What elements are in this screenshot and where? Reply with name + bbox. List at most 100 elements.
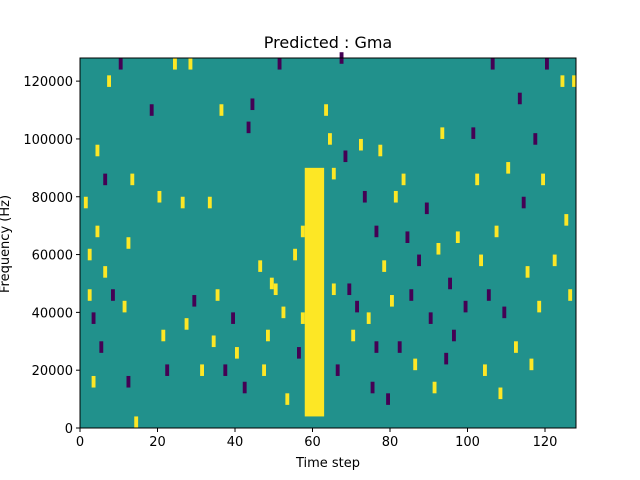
heatmap-cell <box>188 58 193 70</box>
heatmap-cell <box>390 295 394 307</box>
heatmap-cell <box>165 364 170 376</box>
heatmap-cell <box>452 329 456 342</box>
heatmap-cell <box>359 138 363 151</box>
heatmap-cell <box>242 381 247 394</box>
heatmap-cell <box>87 248 92 261</box>
heatmap-cell <box>99 341 104 353</box>
heatmap-cell <box>370 381 375 394</box>
heatmap-cell <box>262 364 266 376</box>
plot-frame <box>79 57 577 429</box>
y-tick-label: 0 <box>65 422 73 437</box>
heatmap-cell <box>219 104 224 116</box>
y-axis-ticks: 0 20000 40000 60000 80000 100000 120000 <box>23 75 80 437</box>
heatmap-cell <box>161 329 166 342</box>
heatmap-cell <box>483 364 487 376</box>
heatmap-cell <box>91 375 96 388</box>
heatmap-cell <box>521 196 526 209</box>
heatmap-cell <box>374 225 379 238</box>
heatmap-cell <box>83 196 88 209</box>
heatmap-cells <box>83 52 576 428</box>
heatmap-cell <box>180 196 185 209</box>
heatmap-cell <box>560 75 565 87</box>
heatmap-cell <box>281 306 286 319</box>
heatmap-cell <box>223 364 228 376</box>
heatmap-cell <box>126 237 131 249</box>
heatmap-cell <box>293 248 297 261</box>
heatmap-cell <box>266 329 270 342</box>
heatmap-cell <box>498 387 503 400</box>
heatmap-cell <box>502 306 507 319</box>
heatmap-cell <box>184 318 189 330</box>
heatmap-cell <box>506 162 511 174</box>
heatmap-cell <box>355 300 359 313</box>
heatmap-cell <box>328 133 332 145</box>
heatmap-cell <box>173 58 177 70</box>
heatmap-cell <box>564 214 569 226</box>
x-tick-label: 80 <box>382 435 399 450</box>
heatmap-cell <box>250 98 255 111</box>
x-tick-label: 120 <box>533 435 558 450</box>
heatmap-cell <box>273 283 278 296</box>
heatmap-cell <box>552 254 557 267</box>
heatmap-cell <box>211 335 216 348</box>
x-tick-label: 40 <box>227 435 244 450</box>
heatmap-cell <box>490 58 495 70</box>
heatmap-cell <box>122 300 127 313</box>
heatmap-cell <box>424 202 429 215</box>
heatmap-cell <box>103 173 108 186</box>
heatmap-band <box>304 167 325 417</box>
heatmap-cell <box>149 104 154 116</box>
heatmap-cell <box>91 312 96 324</box>
heatmap-cell <box>525 266 530 278</box>
heatmap-cell <box>103 266 108 278</box>
heatmap-cell <box>440 127 445 139</box>
plot-background <box>80 58 576 428</box>
heatmap-cell <box>517 92 522 105</box>
heatmap-cell <box>331 167 336 180</box>
y-tick-label: 100000 <box>23 133 73 148</box>
heatmap-cell <box>417 254 421 267</box>
heatmap-cell <box>111 289 115 301</box>
x-axis-ticks: 0 20 40 60 80 100 120 <box>76 428 558 450</box>
x-tick-label: 0 <box>76 435 84 450</box>
heatmap-cell <box>405 231 410 243</box>
heatmap-cell <box>343 150 348 163</box>
heatmap-cell <box>258 260 263 272</box>
heatmap-cell <box>545 58 549 70</box>
y-tick-label: 20000 <box>32 364 73 379</box>
heatmap-cell <box>471 127 476 139</box>
heatmap-cell <box>475 173 480 186</box>
heatmap-cell <box>246 121 251 134</box>
heatmap-cell <box>134 416 139 428</box>
heatmap-cell <box>269 277 274 290</box>
heatmap-cell <box>486 289 491 301</box>
heatmap-cell <box>200 364 204 376</box>
heatmap-cell <box>192 295 197 307</box>
heatmap-cell <box>386 393 390 405</box>
heatmap-cell <box>529 358 534 371</box>
x-tick-label: 60 <box>304 435 321 450</box>
heatmap-cell <box>428 312 433 324</box>
heatmap-cell <box>455 231 460 243</box>
y-tick-label: 60000 <box>32 249 73 264</box>
y-tick-label: 80000 <box>32 191 73 206</box>
heatmap-cell <box>436 243 441 255</box>
heatmap-cell <box>107 75 111 87</box>
heatmap-cell <box>378 144 383 157</box>
heatmap-cell <box>207 196 212 209</box>
heatmap-cell <box>413 358 418 371</box>
heatmap-cell <box>409 289 414 301</box>
heatmap-cell <box>514 341 518 353</box>
heatmap-cell <box>300 312 305 324</box>
heatmap-cell <box>432 381 437 394</box>
x-axis-label: Time step <box>295 456 360 471</box>
heatmap-cell <box>235 347 239 359</box>
heatmap-cell <box>277 58 282 70</box>
heatmap-cell <box>448 277 452 290</box>
plot-area <box>79 52 577 429</box>
heatmap-cell <box>494 225 499 238</box>
heatmap-cell <box>95 225 100 238</box>
heatmap-cell <box>362 190 367 203</box>
heatmap-cell <box>537 300 542 313</box>
heatmap-cell <box>393 190 398 203</box>
